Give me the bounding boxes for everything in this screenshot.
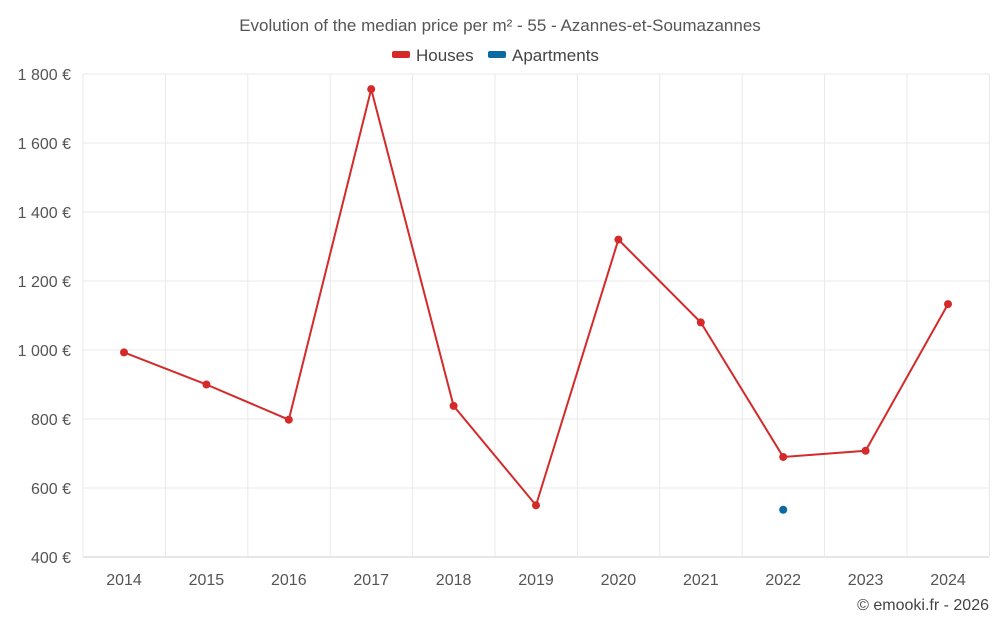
y-tick-label: 1 800 € <box>18 67 71 84</box>
legend-label: Apartments <box>512 46 599 65</box>
y-tick-label: 1 400 € <box>18 205 71 222</box>
x-tick-label: 2022 <box>765 572 801 589</box>
legend-swatch <box>488 51 506 58</box>
legend-item-apartments[interactable]: Apartments <box>488 46 599 65</box>
x-tick-label: 2015 <box>189 572 225 589</box>
data-point-houses <box>532 501 540 510</box>
x-tick-label: 2024 <box>930 572 966 589</box>
series-layer <box>120 85 952 514</box>
y-axis: 400 € 600 € 800 € 1 000 € 1 200 € 1 400 € 1 60… <box>18 67 71 567</box>
x-tick-label: 2014 <box>106 572 142 589</box>
x-tick-label: 2018 <box>436 572 472 589</box>
y-tick-label: 1 600 € <box>18 136 71 153</box>
credit-text: © emooki.fr - 2026 <box>857 597 989 614</box>
data-point-apartments <box>779 505 788 514</box>
data-point-houses <box>120 348 128 357</box>
legend-swatch <box>392 51 410 58</box>
data-point-houses <box>696 318 705 327</box>
data-point-houses <box>284 415 293 424</box>
grid <box>82 73 990 558</box>
data-point-houses <box>779 452 788 461</box>
data-point-houses <box>449 401 458 410</box>
data-point-houses <box>944 300 952 309</box>
x-tick-label: 2019 <box>518 572 554 589</box>
x-tick-label: 2017 <box>353 572 389 589</box>
legend-label: Houses <box>416 46 474 65</box>
x-tick-label: 2016 <box>271 572 307 589</box>
chart-title: Evolution of the median price per m² - 5… <box>239 16 761 35</box>
x-axis: 2014 2015 2016 2017 2018 2019 2020 2021 2022 2023… <box>106 572 966 589</box>
x-tick-label: 2023 <box>848 572 884 589</box>
data-point-houses <box>202 380 211 389</box>
y-tick-label: 1 000 € <box>18 343 71 360</box>
legend-item-houses[interactable]: Houses <box>392 46 474 65</box>
y-tick-label: 1 200 € <box>18 274 71 291</box>
y-tick-label: 800 € <box>31 412 71 429</box>
data-point-houses <box>861 446 870 455</box>
data-point-houses <box>367 85 376 94</box>
y-tick-label: 600 € <box>31 481 71 498</box>
x-tick-label: 2021 <box>683 572 719 589</box>
y-tick-label: 400 € <box>31 550 71 567</box>
legend: Houses Apartments <box>392 46 599 65</box>
data-point-houses <box>614 235 623 244</box>
x-tick-label: 2020 <box>601 572 637 589</box>
